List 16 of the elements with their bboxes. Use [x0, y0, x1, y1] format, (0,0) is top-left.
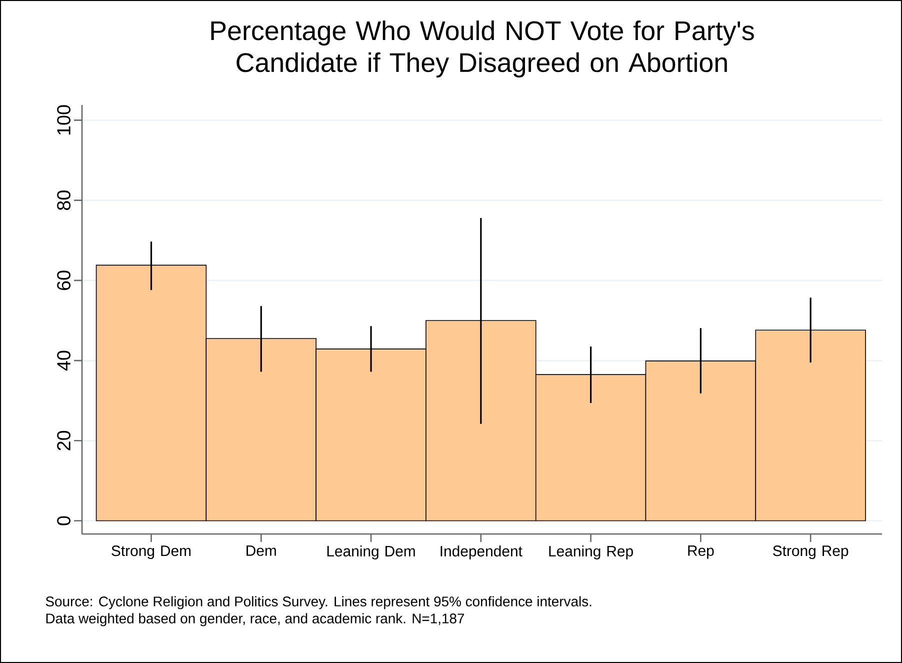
x-tick-label: Leaning Dem: [327, 546, 415, 560]
y-tick-label: 100: [57, 105, 70, 135]
y-tick-label: 20: [57, 430, 70, 450]
x-tick-label: Leaning Rep: [549, 546, 633, 560]
y-tick-label: 80: [57, 190, 70, 210]
chart-title: Percentage Who Would NOT Vote for Party's Candidate if They Disagreed on Abortion: [211, 20, 754, 78]
x-tick-label: Dem: [246, 546, 276, 556]
text: Data weighted based on gender, race, and academic rank. N=1,187: [46, 613, 464, 626]
x-tick-label: Rep: [688, 546, 714, 559]
x-tick-label: Strong Rep: [773, 546, 848, 560]
x-tick-label: Independent: [440, 546, 522, 560]
y-tick-label: 60: [57, 270, 70, 290]
x-tick-label: Strong Dem: [112, 546, 191, 560]
source-note: Source: Cyclone Religion and Politics Survey. Lines represent 95% confidence intervals.: [46, 596, 592, 610]
y-tick-label: 0: [57, 516, 70, 526]
y-tick-label: 40: [57, 350, 70, 371]
